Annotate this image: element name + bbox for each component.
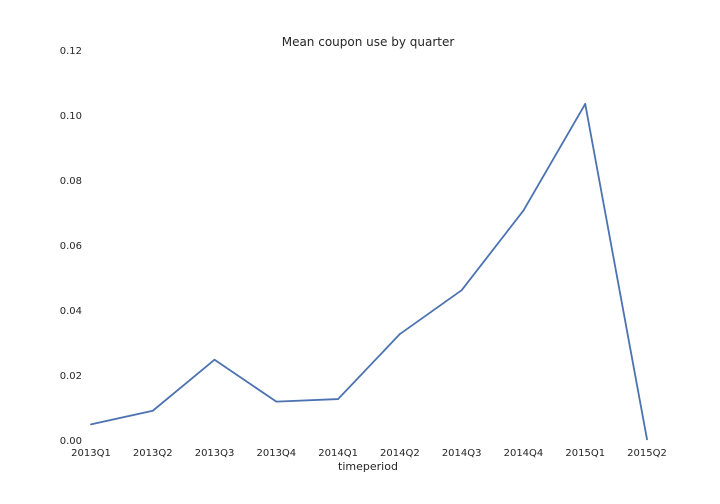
x-tick-label: 2013Q3 [195, 448, 235, 459]
series-line [90, 103, 648, 440]
data-point [90, 423, 92, 426]
y-tick-label: 0.12 [60, 46, 82, 57]
data-point [522, 209, 525, 212]
x-tick-label: 2014Q4 [504, 448, 544, 459]
y-tick-label: 0.08 [60, 176, 82, 187]
data-point [337, 398, 340, 400]
x-axis: 2013Q1 2013Q2 2013Q3 2013Q4 2014Q1 2014Q2 2014… [71, 448, 667, 459]
x-tick-label: 2013Q1 [71, 448, 111, 459]
x-tick-label: 2014Q2 [380, 448, 420, 459]
x-tick-label: 2014Q1 [318, 448, 358, 459]
x-tick-label: 2015Q2 [627, 448, 667, 459]
x-tick-label: 2014Q3 [442, 448, 482, 459]
series-layer [90, 103, 648, 441]
y-tick-label: 0.02 [60, 371, 82, 382]
y-tick-label: 0.06 [60, 241, 82, 252]
y-tick-label: 0.00 [60, 436, 82, 447]
y-tick-label: 0.10 [60, 111, 82, 122]
x-tick-label: 2015Q1 [565, 448, 605, 459]
x-tick-label: 2013Q2 [133, 448, 173, 459]
data-point [460, 289, 463, 292]
x-axis-label: timeperiod [338, 460, 398, 473]
data-point [398, 333, 401, 335]
data-point [646, 438, 648, 441]
data-point [275, 400, 278, 403]
data-point [151, 409, 154, 412]
x-tick-label: 2013Q4 [256, 448, 296, 459]
y-axis: 0.00 0.02 0.04 0.06 0.08 0.10 0.12 [60, 46, 82, 447]
data-point [584, 103, 587, 105]
chart-title: Mean coupon use by quarter [282, 35, 455, 49]
data-point [213, 358, 216, 361]
y-tick-label: 0.04 [60, 306, 82, 317]
